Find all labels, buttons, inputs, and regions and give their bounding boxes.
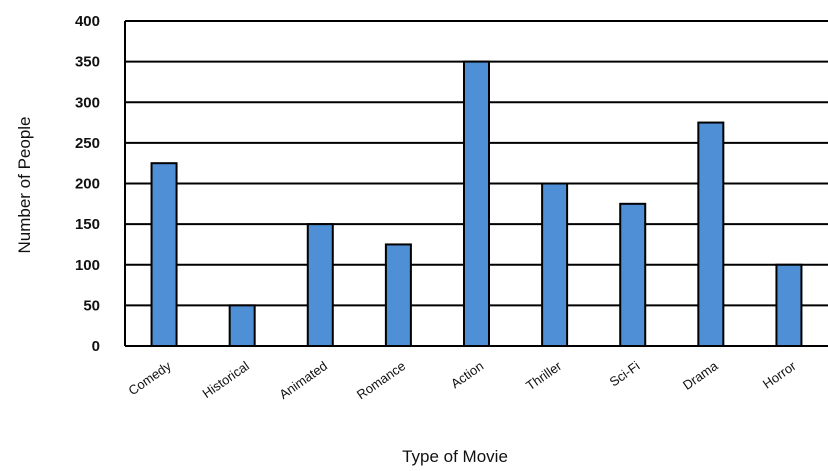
bar-animated: [306, 223, 334, 347]
y-tick-label-100: 100: [75, 257, 100, 274]
x-tick-label-animated: Animated: [276, 358, 330, 402]
x-tick-label-drama: Drama: [680, 358, 721, 393]
x-axis-title: Type of Movie: [402, 447, 508, 466]
y-tick-label-400: 400: [75, 13, 100, 30]
y-axis-title: Number of People: [15, 116, 34, 253]
y-tick-label-200: 200: [75, 176, 100, 193]
x-tick-label-horror: Horror: [760, 358, 799, 392]
bar-comedy: [150, 162, 178, 347]
bar-romance: [384, 243, 412, 347]
x-tick-labels: Comedy Historical Animated Romance Action Thr…: [126, 358, 800, 403]
x-tick-label-comedy: Comedy: [126, 358, 175, 398]
bar-horror: [775, 263, 803, 347]
x-tick-label-historical: Historical: [199, 358, 251, 401]
x-tick-label-action: Action: [448, 358, 486, 391]
y-tick-label-150: 150: [75, 216, 100, 233]
y-tick-label-300: 300: [75, 94, 100, 111]
x-tick-label-sci-fi: Sci-Fi: [607, 358, 643, 389]
bar-drama: [697, 121, 725, 347]
y-tick-labels: 0 50 100 150 200 250 300 350 400: [75, 13, 100, 355]
bar-sci-fi: [619, 202, 647, 347]
bar-action: [463, 60, 490, 347]
y-tick-label-0: 0: [92, 338, 100, 355]
x-tick-label-romance: Romance: [354, 358, 408, 402]
bar-historical: [228, 304, 256, 347]
y-tick-label-50: 50: [83, 297, 100, 314]
y-tick-label-350: 350: [75, 54, 100, 71]
y-tick-label-250: 250: [75, 135, 100, 152]
bars: [150, 60, 803, 347]
x-tick-label-thriller: Thriller: [523, 358, 565, 393]
bar-thriller: [541, 182, 569, 347]
